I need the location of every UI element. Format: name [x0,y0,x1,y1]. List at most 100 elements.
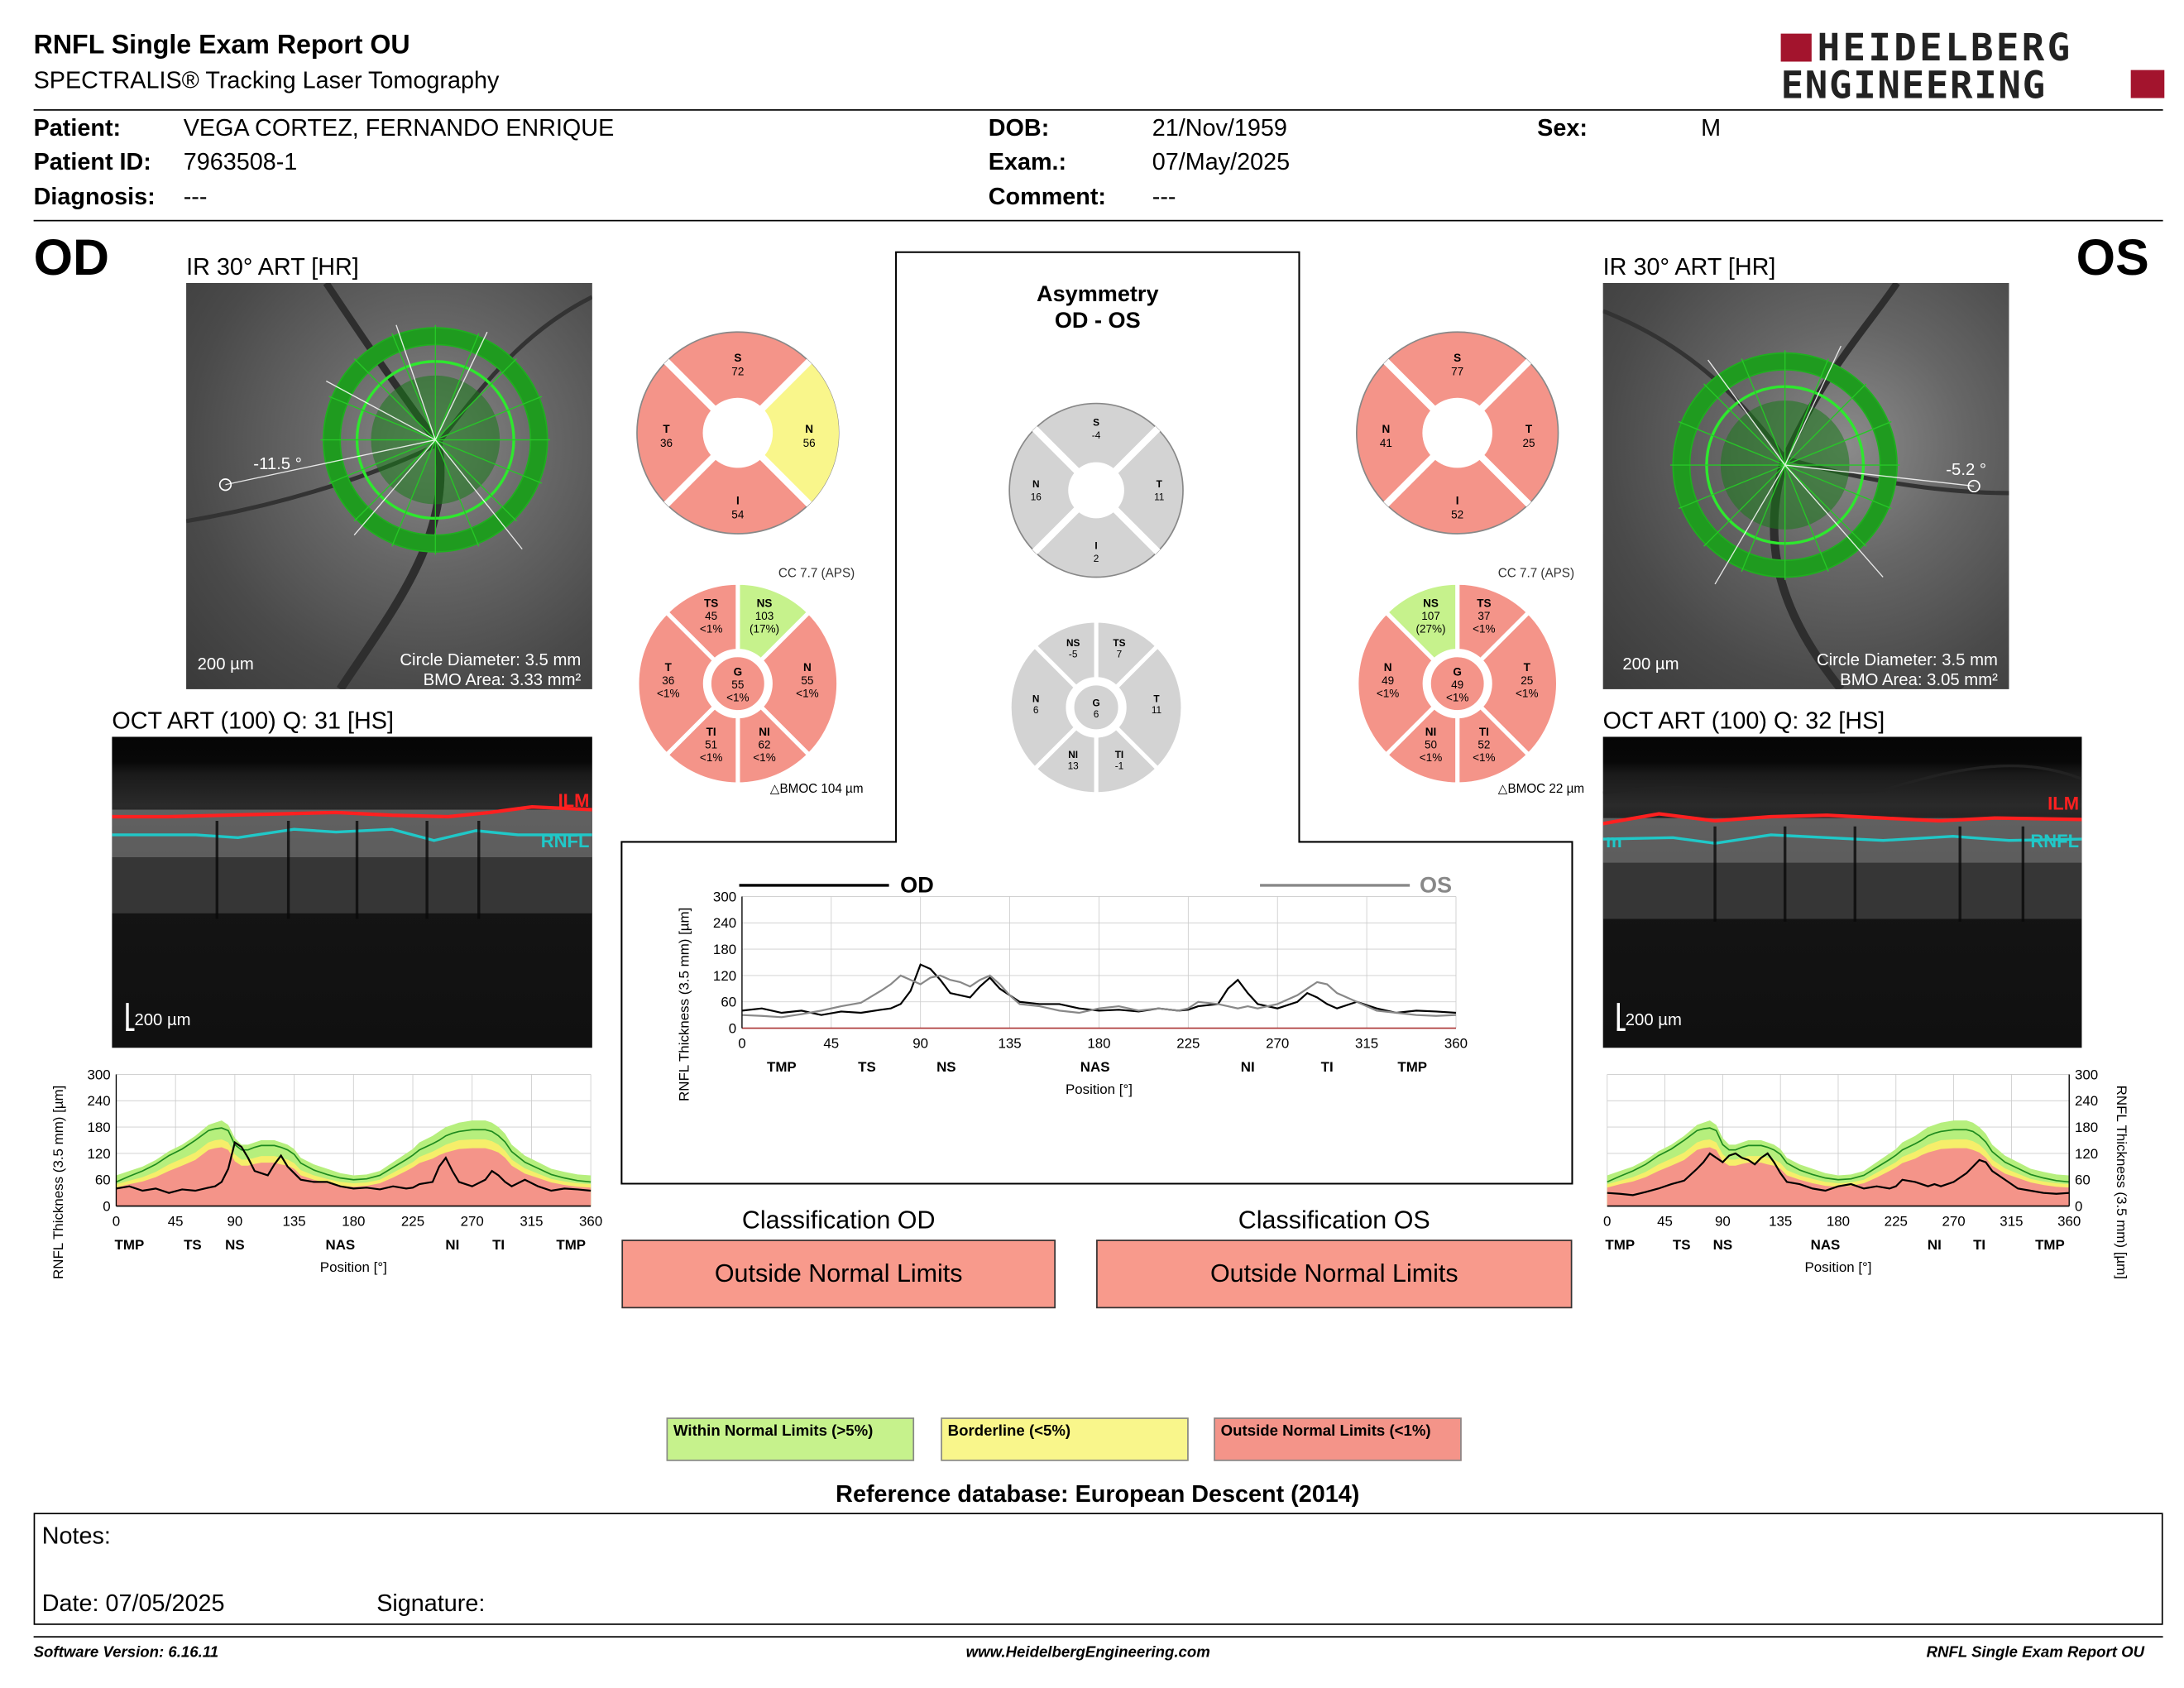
classification-os-box: Outside Normal Limits [1096,1240,1573,1309]
os-sector-ts [1455,581,1532,664]
asym-sector-ns-text-1: -5 [1069,649,1078,660]
patient-id-label: Patient ID: [33,148,151,175]
legend-borderline: Borderline (<5%) [941,1417,1189,1461]
asym-sector-g-text-0: G [1092,697,1099,708]
x-tick-label: 360 [579,1213,602,1229]
legend-od: OD [900,871,934,897]
od-sector-n [758,609,841,758]
od-rnfl-label: RNFL [540,830,590,852]
od-sector-ti-text-0: TI [706,726,716,738]
os-bmoc-value: BMOC 22 µm [1507,781,1585,796]
od-sector-ns-text-1: 103 [755,610,774,622]
od-sector-ts-text-2: <1% [700,623,722,635]
x-tick-label: 180 [1827,1213,1850,1229]
x-axis-label: Position [°] [320,1259,387,1275]
os-ir-scale: 200 µm [1622,654,1679,674]
os-quadrant-chart: S 77 T 25 I 52 N 41 [1355,331,1559,535]
os-sector-chart: TS37<1%T25<1%TI52<1%NI50<1%N49<1%NS107(2… [1355,581,1560,786]
od-ir-scale: 200 µm [197,654,254,674]
os-angle: -5.2 ° [1946,459,1987,479]
x-tick-label: 90 [912,1035,928,1051]
y-tick-label: 180 [87,1120,110,1135]
od-fundus-image: -11.5 ° 200 µm Circle Diameter: 3.5 mm B… [186,282,592,689]
notes-date: Date: 07/05/2025 [41,1590,225,1617]
series-line-os [741,974,1457,1019]
y-tick-label: 120 [713,968,736,984]
x-tick-label: 225 [1885,1213,1908,1229]
x-tick-label: 180 [342,1213,365,1229]
y-tick-label: 60 [95,1172,111,1188]
asym-sector-n-text-0: N [1032,693,1040,704]
comment-label: Comment: [988,183,1107,210]
od-sector-ns [735,581,812,664]
od-bmo-area: BMO Area: 3.33 mm² [423,669,582,689]
x-tick-label: 90 [1715,1213,1731,1229]
exam-label: Exam.: [988,148,1067,175]
os-quad-n: 41 [1380,437,1392,449]
x-tick-label: 0 [113,1213,120,1229]
od-sector-ns-text-2: (17%) [750,623,779,635]
eye-label-od: OD [33,228,109,286]
os-sector-ti-text-1: 52 [1478,739,1490,751]
od-sector-t [635,609,718,758]
asym-sector-ti-text-0: TI [1115,749,1124,760]
x-tick-label: 225 [1176,1035,1200,1051]
x-tick-label: 225 [401,1213,424,1229]
asym-sector-t-text-0: T [1153,693,1160,704]
od-profile-chart: 0 60 120 180 240 300 0 45 90 135 180 225 270 315 360 TM… [50,1067,602,1279]
os-sector-ns-text-1: 107 [1421,610,1440,622]
os-quad-i: 52 [1451,508,1463,520]
od-sector-ni [735,703,812,786]
os-sector-n-text-0: N [1384,661,1392,674]
sector-axis-label: NS [936,1059,956,1075]
asymmetry-title-line2: OD - OS [1054,309,1141,333]
x-axis-label: Position [°] [1066,1081,1133,1097]
x-tick-label: 180 [1087,1035,1110,1051]
sector-axis-label: TI [1321,1059,1334,1075]
y-axis-label: RNFL Thickness (3.5 mm) [µm] [50,1086,66,1279]
od-ir-title: IR 30° ART [HR] [186,253,359,281]
od-quad-t: 36 [660,437,673,449]
asymmetry-title-line1: Asymmetry [1037,282,1159,307]
footer-report-name: RNFL Single Exam Report OU [1926,1644,2145,1662]
od-sector-g-text-2: <1% [726,691,749,703]
y-tick-label: 60 [2075,1172,2091,1188]
od-sector-ni-text-1: 62 [758,739,770,751]
os-oct-image: m ILM RNFL 200 µm [1602,736,2082,1048]
asym-sector-g-text-1: 6 [1094,708,1099,720]
od-sector-g-text-0: G [734,665,743,678]
os-sector-ni-text-2: <1% [1420,751,1442,764]
svg-text:N: N [805,423,813,435]
asym-sector-t [1113,643,1185,772]
sector-axis-label: NI [445,1237,459,1253]
asymmetry-title: Asymmetry OD - OS [896,281,1299,334]
od-sector-ni-text-0: NI [759,726,770,738]
os-sector-g-text-1: 49 [1451,679,1463,691]
sector-axis-label: TMP [556,1237,586,1253]
asym-quad-t: 11 [1154,491,1164,502]
od-quadrant-chart: S 72 N 56 I 54 T 36 [636,331,840,535]
y-tick-label: 0 [2075,1199,2082,1215]
y-tick-label: 240 [87,1093,110,1109]
asym-sector-ns [1032,619,1099,691]
x-tick-label: 90 [227,1213,242,1229]
x-tick-label: 45 [823,1035,839,1051]
svg-text:T: T [663,423,670,435]
website-link[interactable]: www.HeidelbergEngineering.com [965,1644,1210,1662]
exam-date: 07/May/2025 [1152,148,1291,175]
legend-outside-normal: Outside Normal Limits (<1%) [1214,1417,1462,1461]
x-tick-label: 270 [1266,1035,1289,1051]
os-ir-title: IR 30° ART [HR] [1602,253,1776,281]
sector-axis-label: TMP [115,1237,145,1253]
sector-axis-label: TI [1973,1237,1985,1253]
od-circle-diameter: Circle Diameter: 3.5 mm [400,650,582,670]
y-tick-label: 240 [713,915,736,931]
reference-database: Reference database: European Descent (20… [836,1480,1360,1508]
notes-label: Notes: [41,1523,111,1550]
y-tick-label: 180 [2075,1120,2098,1135]
od-bmoc-label: △BMOC 104 µm [769,781,864,796]
svg-text:I: I [1456,494,1459,506]
sector-axis-label: TS [1673,1237,1691,1253]
os-sector-n [1355,609,1438,758]
sector-axis-label: TMP [2035,1237,2065,1253]
